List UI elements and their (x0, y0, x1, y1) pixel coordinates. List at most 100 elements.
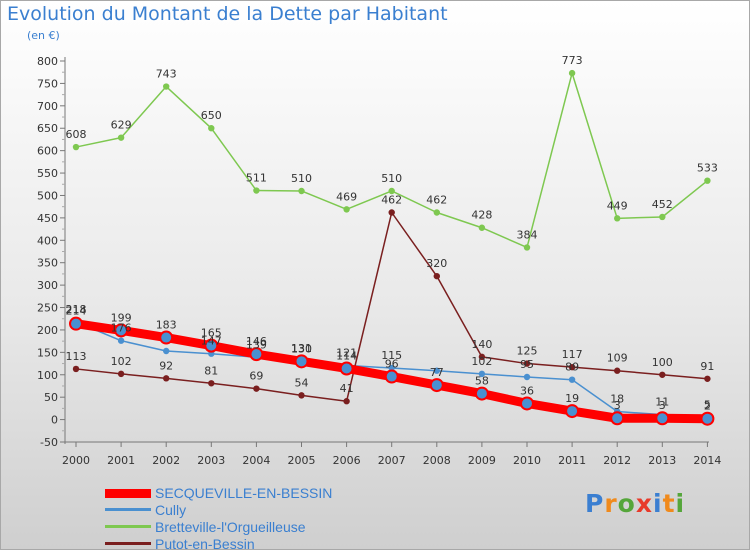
series-segment (75, 368, 122, 375)
data-point (163, 347, 170, 355)
data-point (253, 385, 260, 392)
x-tick-label: 2007 (378, 454, 406, 467)
data-point (610, 411, 625, 426)
data-point (72, 143, 80, 151)
data-point (659, 371, 666, 378)
series-segment (436, 369, 483, 375)
data-label: 462 (426, 194, 447, 207)
data-label: 629 (111, 119, 132, 132)
data-label: 3 (614, 399, 621, 412)
data-point (339, 361, 354, 376)
data-point (384, 369, 399, 384)
data-point (388, 209, 395, 216)
series-segment (206, 341, 261, 359)
series-segment (477, 389, 532, 408)
y-tick-label: 800 (37, 55, 58, 68)
y-tick-label: 350 (37, 257, 58, 270)
data-label: 18 (610, 393, 624, 406)
x-tick-label: 2001 (107, 454, 135, 467)
data-label: 91 (700, 360, 714, 373)
data-label: 92 (159, 359, 173, 372)
data-label: 165 (201, 327, 222, 340)
data-label: 2 (704, 400, 711, 413)
series-segment (567, 406, 622, 423)
data-point (523, 244, 531, 251)
series-segment (210, 127, 258, 192)
data-label: 320 (426, 257, 447, 270)
data-label: 218 (66, 303, 87, 316)
data-point (704, 375, 711, 382)
data-point (704, 177, 711, 184)
data-label: 109 (607, 352, 628, 365)
data-label: 41 (340, 382, 354, 395)
data-label: 113 (66, 350, 87, 363)
data-label: 510 (291, 172, 312, 185)
series-segment (120, 373, 167, 380)
y-tick-label: 0 (51, 414, 58, 427)
data-point (117, 337, 125, 344)
series-segment (161, 333, 216, 351)
series-segment (165, 377, 213, 385)
data-point (388, 187, 395, 195)
data-point (429, 378, 444, 393)
x-tick-label: 2006 (333, 454, 361, 467)
y-axis-unit-label: (en €) (27, 29, 60, 42)
series-segment (661, 179, 709, 218)
data-label: 102 (471, 355, 492, 368)
legend-label-putot: Putot-en-Bessin (155, 536, 255, 550)
axes: -50 0 50 100 150 200 250 300 350 400 450 500 550 600 6… (37, 55, 721, 467)
y-tick-label: 150 (37, 346, 58, 359)
series-segment (616, 216, 664, 220)
data-label: 11 (655, 396, 669, 409)
legend-swatch-cully (105, 508, 151, 511)
x-tick-label: 2000 (62, 454, 90, 467)
y-tick-label: 450 (37, 212, 58, 225)
legend-swatch-putot (105, 542, 151, 545)
data-point (249, 347, 264, 362)
data-label: 130 (291, 342, 312, 355)
series-segment (481, 356, 528, 365)
series-segment (571, 366, 618, 372)
series-segment (522, 398, 577, 416)
series-segment (390, 367, 438, 372)
legend-label-cully: Cully (155, 502, 187, 518)
logo-letter: o (617, 489, 636, 518)
data-point (69, 316, 83, 331)
data-label: 214 (66, 305, 87, 318)
data-point (117, 370, 125, 378)
data-label: 89 (565, 361, 579, 374)
y-tick-label: -50 (40, 436, 58, 449)
series-segment (390, 211, 438, 277)
x-tick-label: 2005 (288, 454, 316, 467)
data-label: 3 (659, 399, 666, 412)
data-point (568, 376, 576, 383)
logo-letter: x (635, 489, 653, 518)
data-point (523, 360, 531, 367)
data-point (163, 83, 170, 90)
data-label: 69 (249, 370, 263, 383)
series-segment (251, 349, 306, 366)
series-segment (387, 372, 442, 390)
series-segment (75, 136, 122, 148)
data-point (478, 353, 486, 361)
legend-swatch-bretteville (105, 525, 151, 528)
x-tick-label: 2009 (468, 454, 496, 467)
data-label: 121 (336, 346, 357, 359)
data-point (433, 367, 440, 374)
legend-label-bretteville: Bretteville-l'Orgueilleuse (155, 519, 306, 535)
legend-swatch-secqueville (105, 489, 151, 498)
y-tick-label: 50 (44, 391, 58, 404)
data-point (700, 411, 715, 426)
data-point (614, 367, 621, 374)
data-label: 139 (246, 338, 267, 351)
x-tick-label: 2012 (603, 454, 631, 467)
data-label: 102 (111, 355, 132, 368)
data-label: 147 (201, 335, 222, 348)
data-label: 117 (562, 348, 583, 361)
data-label: 95 (520, 358, 534, 371)
logo-letter: P (585, 489, 605, 518)
y-tick-label: 100 (37, 369, 58, 382)
x-tick-label: 2008 (423, 454, 451, 467)
data-point (159, 330, 174, 345)
